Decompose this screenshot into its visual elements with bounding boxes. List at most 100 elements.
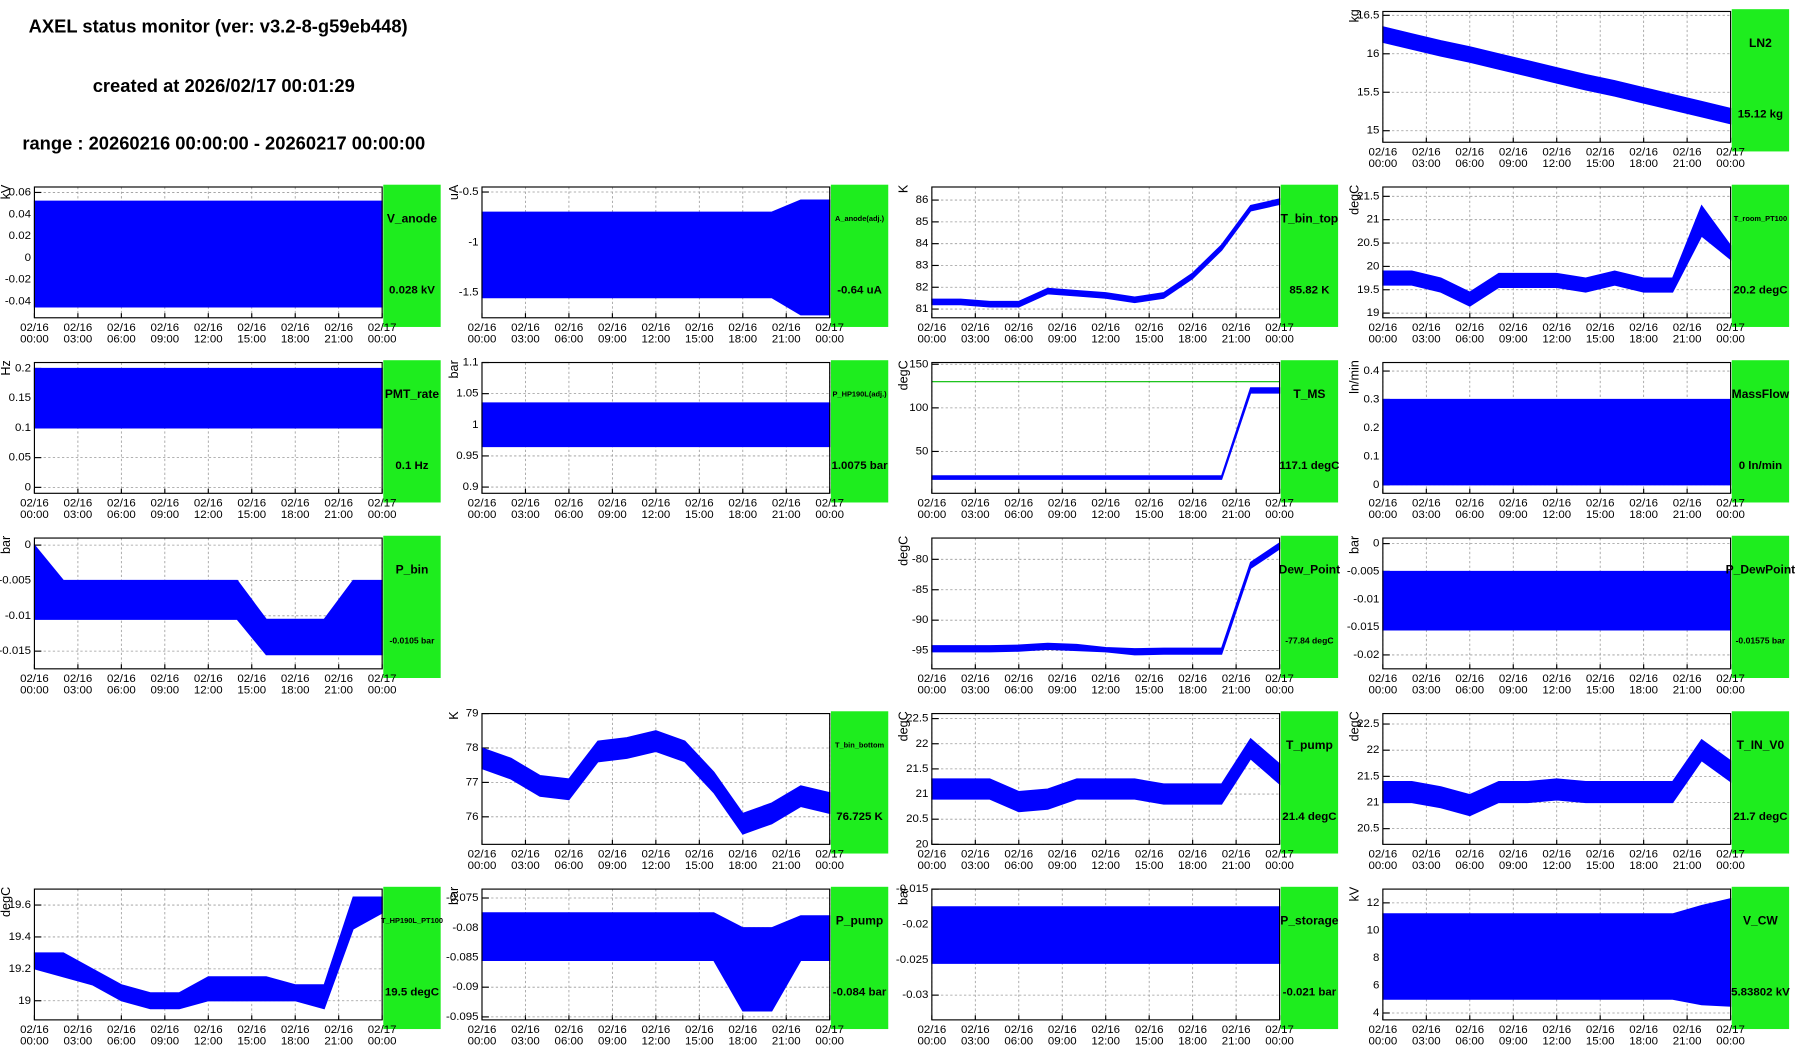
x-tick-label: 15:00 xyxy=(237,1036,266,1048)
x-tick-label: 00:00 xyxy=(1716,685,1745,697)
x-tick-label: 02/16 xyxy=(1455,1024,1484,1036)
x-tick-label: 03:00 xyxy=(64,509,93,521)
y-axis-label: degC xyxy=(897,360,911,390)
x-tick-label: 02/16 xyxy=(1178,322,1207,334)
status-box xyxy=(1280,184,1339,327)
x-tick-label: 02/16 xyxy=(511,849,540,861)
status-box xyxy=(1731,535,1790,679)
y-tick-label: 8 xyxy=(1373,952,1379,964)
status-box xyxy=(1280,886,1339,1030)
x-tick-label: 21:00 xyxy=(1673,509,1702,521)
x-tick-label: 03:00 xyxy=(1412,685,1441,697)
status-name: A_anode(adj.) xyxy=(835,214,885,223)
y-tick-label: 50 xyxy=(916,445,929,457)
y-tick-label: 1.05 xyxy=(456,388,478,400)
x-tick-label: 00:00 xyxy=(368,685,397,697)
y-axis-label: bar xyxy=(447,360,461,378)
x-tick-label: 00:00 xyxy=(1369,334,1398,346)
y-tick-label: -0.075 xyxy=(446,892,479,904)
status-name: T_MS xyxy=(1293,387,1325,401)
y-tick-label: 100 xyxy=(909,402,928,414)
x-tick-label: 15:00 xyxy=(237,334,266,346)
x-tick-label: 21:00 xyxy=(772,334,801,346)
x-tick-label: 03:00 xyxy=(1412,158,1441,170)
x-tick-label: 18:00 xyxy=(1178,509,1207,521)
y-tick-label: 0.95 xyxy=(456,450,478,462)
x-tick-label: 00:00 xyxy=(1716,860,1745,872)
y-tick-label: 21 xyxy=(1367,214,1380,226)
y-tick-label: 20.5 xyxy=(1357,823,1379,835)
x-tick-label: 02/16 xyxy=(324,498,353,510)
y-tick-label: -0.04 xyxy=(5,295,32,307)
x-tick-label: 02/16 xyxy=(1673,322,1702,334)
x-tick-label: 02/16 xyxy=(918,673,947,685)
x-tick-label: 02/16 xyxy=(64,498,93,510)
status-name: LN2 xyxy=(1749,36,1772,50)
x-tick-label: 15:00 xyxy=(1135,860,1164,872)
x-tick-label: 12:00 xyxy=(1091,685,1120,697)
status-name: P_DewPoint xyxy=(1726,562,1796,576)
x-tick-label: 02/16 xyxy=(1673,849,1702,861)
x-tick-label: 18:00 xyxy=(1629,1036,1658,1048)
status-value: 21.7 degC xyxy=(1733,811,1787,823)
x-tick-label: 02/16 xyxy=(1629,673,1658,685)
x-tick-label: 02/16 xyxy=(1499,673,1528,685)
x-tick-label: 00:00 xyxy=(468,1036,497,1048)
x-tick-label: 00:00 xyxy=(1369,685,1398,697)
x-tick-label: 02/17 xyxy=(1265,322,1294,334)
y-tick-label: 21 xyxy=(916,788,929,800)
x-tick-label: 02/16 xyxy=(1412,498,1441,510)
x-tick-label: 15:00 xyxy=(685,334,714,346)
status-box xyxy=(383,535,441,679)
status-value: 20.2 degC xyxy=(1733,284,1787,296)
x-tick-label: 03:00 xyxy=(511,509,540,521)
x-tick-label: 18:00 xyxy=(1178,334,1207,346)
x-tick-label: 02/16 xyxy=(1455,322,1484,334)
x-tick-label: 02/17 xyxy=(1265,673,1294,685)
y-tick-label: 4 xyxy=(1373,1007,1380,1019)
status-name: V_CW xyxy=(1743,913,1778,927)
x-tick-label: 02/16 xyxy=(961,322,990,334)
status-value: 19.5 degC xyxy=(385,986,439,998)
x-tick-label: 00:00 xyxy=(468,860,497,872)
y-tick-label: 85 xyxy=(916,216,929,228)
x-tick-label: 06:00 xyxy=(107,685,136,697)
x-tick-label: 06:00 xyxy=(555,334,584,346)
x-tick-label: 02/16 xyxy=(281,1024,310,1036)
x-tick-label: 02/17 xyxy=(1265,498,1294,510)
x-tick-label: 12:00 xyxy=(1091,334,1120,346)
y-tick-label: 0.1 xyxy=(15,422,31,434)
x-tick-label: 02/16 xyxy=(1629,1024,1658,1036)
x-tick-label: 02/16 xyxy=(324,1024,353,1036)
x-tick-label: 02/16 xyxy=(555,849,584,861)
x-tick-label: 02/16 xyxy=(642,498,671,510)
status-box xyxy=(830,360,889,503)
x-tick-label: 02/16 xyxy=(1091,1024,1120,1036)
x-tick-label: 02/16 xyxy=(1412,849,1441,861)
x-tick-label: 02/16 xyxy=(1004,849,1033,861)
y-tick-label: 0.15 xyxy=(9,392,31,404)
x-tick-label: 06:00 xyxy=(1455,334,1484,346)
x-tick-label: 02/16 xyxy=(918,498,947,510)
x-tick-label: 02/16 xyxy=(194,322,223,334)
x-tick-label: 02/16 xyxy=(468,1024,497,1036)
x-tick-label: 02/16 xyxy=(1004,1024,1033,1036)
x-tick-label: 02/16 xyxy=(1499,322,1528,334)
x-tick-label: 00:00 xyxy=(1369,1036,1398,1048)
x-tick-label: 02/17 xyxy=(1716,673,1745,685)
x-tick-label: 06:00 xyxy=(1455,158,1484,170)
x-tick-label: 21:00 xyxy=(772,860,801,872)
y-tick-label: 21.5 xyxy=(1357,770,1379,782)
y-tick-label: 15 xyxy=(1367,125,1380,137)
x-tick-label: 15:00 xyxy=(237,509,266,521)
y-tick-label: -0.005 xyxy=(1347,565,1380,577)
y-axis-label: ln/min xyxy=(1348,360,1362,394)
x-tick-label: 02/16 xyxy=(1673,147,1702,159)
x-tick-label: 02/16 xyxy=(1222,849,1251,861)
x-tick-label: 02/16 xyxy=(511,322,540,334)
y-tick-label: 22.5 xyxy=(1357,718,1379,730)
data-band xyxy=(1382,570,1732,631)
x-tick-label: 02/16 xyxy=(20,673,49,685)
x-tick-label: 02/16 xyxy=(1586,322,1615,334)
x-tick-label: 21:00 xyxy=(772,509,801,521)
